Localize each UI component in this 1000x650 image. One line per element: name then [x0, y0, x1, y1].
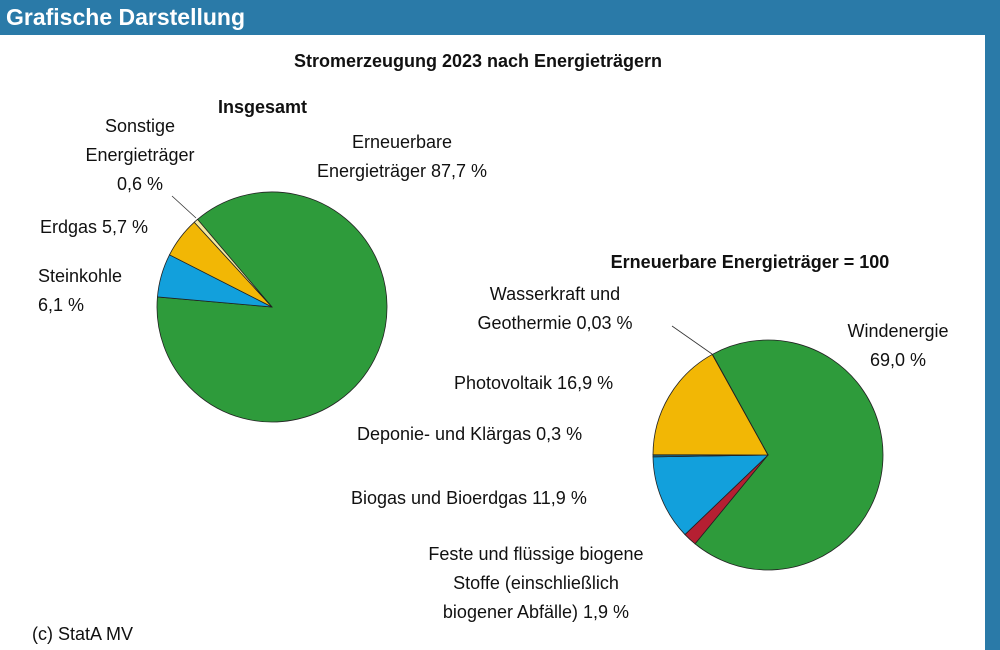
pie2-label-1-line-2: biogener Abfälle) 1,9 %: [443, 602, 629, 622]
pie1-label-0-line-0: Erneuerbare: [352, 132, 452, 152]
pie1-slice-0: [156, 191, 388, 423]
pie1-label-1-line-0: Steinkohle: [38, 266, 122, 286]
pie1-label-1-line-1: 6,1 %: [38, 295, 84, 315]
pie2-label-0-line-0: Windenergie: [847, 321, 948, 341]
pie2-slice-0: [694, 339, 884, 571]
pie1-label-3-line-0: Sonstige: [105, 116, 175, 136]
pie2-slice-5: [711, 353, 769, 456]
pie1-label-3-line-1: Energieträger: [85, 145, 194, 165]
pie2-label-0-line-1: 69,0 %: [870, 350, 926, 370]
pie1-subtitle: Insgesamt: [218, 97, 307, 117]
pie2-label-1-line-0: Feste und flüssige biogene: [428, 544, 643, 564]
pie1-label-2-line-0: Erdgas 5,7 %: [40, 217, 148, 237]
pie-insgesamt: [156, 191, 388, 423]
pie2-slice-2: [652, 454, 770, 536]
leader-line-sonstige: [171, 195, 197, 219]
pie2-label-2-line-0: Biogas und Bioerdgas 11,9 %: [351, 488, 587, 508]
pie2-label-5-line-1: Geothermie 0,03 %: [477, 313, 632, 333]
leader-line-wasserkraft: [671, 325, 713, 355]
pie1-label-0-line-1: Energieträger 87,7 %: [317, 161, 487, 181]
pie2-label-5-line-0: Wasserkraft und: [490, 284, 620, 304]
pie1-label-3-line-2: 0,6 %: [117, 174, 163, 194]
page-header-title: Grafische Darstellung: [6, 4, 246, 30]
pie2-label-4-line-0: Photovoltaik 16,9 %: [454, 373, 613, 393]
pie2-subtitle: Erneuerbare Energieträger = 100: [611, 252, 890, 272]
pie2-slice-4: [652, 353, 769, 456]
pie2-label-1-line-1: Stoffe (einschließlich: [453, 573, 619, 593]
pie-erneuerbare: [652, 339, 884, 571]
copyright: (c) StatA MV: [32, 624, 133, 644]
chart-title: Stromerzeugung 2023 nach Energieträgern: [294, 51, 662, 71]
pie2-label-3-line-0: Deponie- und Klärgas 0,3 %: [357, 424, 582, 444]
pie1-slice-3: [193, 218, 273, 308]
